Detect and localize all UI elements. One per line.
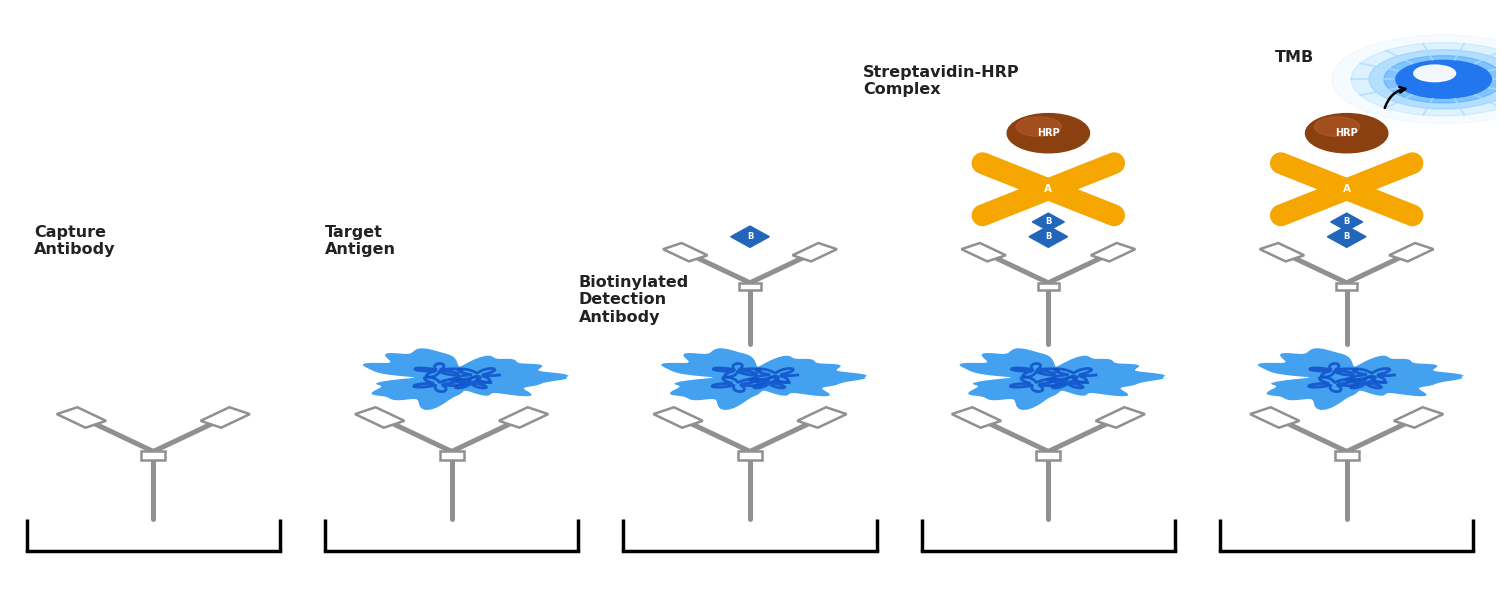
Polygon shape (962, 243, 1006, 262)
Polygon shape (654, 407, 704, 428)
Polygon shape (663, 243, 708, 262)
Text: A: A (1342, 184, 1350, 194)
Ellipse shape (1007, 113, 1089, 153)
Polygon shape (356, 407, 405, 428)
FancyBboxPatch shape (1038, 283, 1059, 290)
Polygon shape (1095, 407, 1144, 428)
Polygon shape (201, 407, 250, 428)
Polygon shape (363, 349, 568, 410)
Polygon shape (792, 243, 837, 262)
Text: Streptavidin-HRP
Complex: Streptavidin-HRP Complex (864, 65, 1020, 97)
Text: B: B (1344, 232, 1350, 241)
Polygon shape (1389, 243, 1434, 262)
FancyBboxPatch shape (1336, 283, 1358, 290)
Polygon shape (1032, 213, 1065, 231)
FancyBboxPatch shape (141, 451, 165, 460)
Polygon shape (952, 407, 1000, 428)
Ellipse shape (1016, 117, 1062, 136)
Circle shape (1414, 65, 1455, 82)
Text: B: B (1046, 217, 1052, 226)
Polygon shape (57, 407, 106, 428)
Polygon shape (1250, 407, 1299, 428)
Circle shape (1332, 35, 1500, 124)
FancyBboxPatch shape (1335, 451, 1359, 460)
Polygon shape (1394, 407, 1443, 428)
Polygon shape (662, 349, 867, 410)
Ellipse shape (1314, 117, 1359, 136)
FancyBboxPatch shape (738, 451, 762, 460)
Polygon shape (730, 226, 770, 247)
Circle shape (1384, 56, 1500, 103)
FancyBboxPatch shape (1036, 451, 1060, 460)
Text: Target
Antigen: Target Antigen (326, 224, 396, 257)
Text: B: B (747, 232, 753, 241)
Text: TMB: TMB (1275, 50, 1314, 65)
Circle shape (1352, 43, 1500, 116)
FancyBboxPatch shape (440, 451, 464, 460)
Text: Capture
Antibody: Capture Antibody (34, 224, 116, 257)
Text: A: A (1044, 184, 1053, 194)
Polygon shape (1090, 243, 1136, 262)
Polygon shape (500, 407, 548, 428)
Ellipse shape (1305, 113, 1388, 153)
Polygon shape (1029, 226, 1068, 247)
Polygon shape (1260, 243, 1304, 262)
Polygon shape (1328, 226, 1366, 247)
Text: Biotinylated
Detection
Antibody: Biotinylated Detection Antibody (579, 275, 688, 325)
Polygon shape (796, 407, 846, 428)
Text: HRP: HRP (1335, 128, 1358, 138)
Circle shape (1396, 61, 1491, 98)
Text: B: B (1046, 232, 1052, 241)
Circle shape (1370, 50, 1500, 109)
Polygon shape (960, 349, 1166, 410)
FancyBboxPatch shape (740, 283, 760, 290)
Polygon shape (1330, 213, 1362, 231)
Text: B: B (1344, 217, 1350, 226)
Polygon shape (1258, 349, 1464, 410)
Text: HRP: HRP (1036, 128, 1059, 138)
